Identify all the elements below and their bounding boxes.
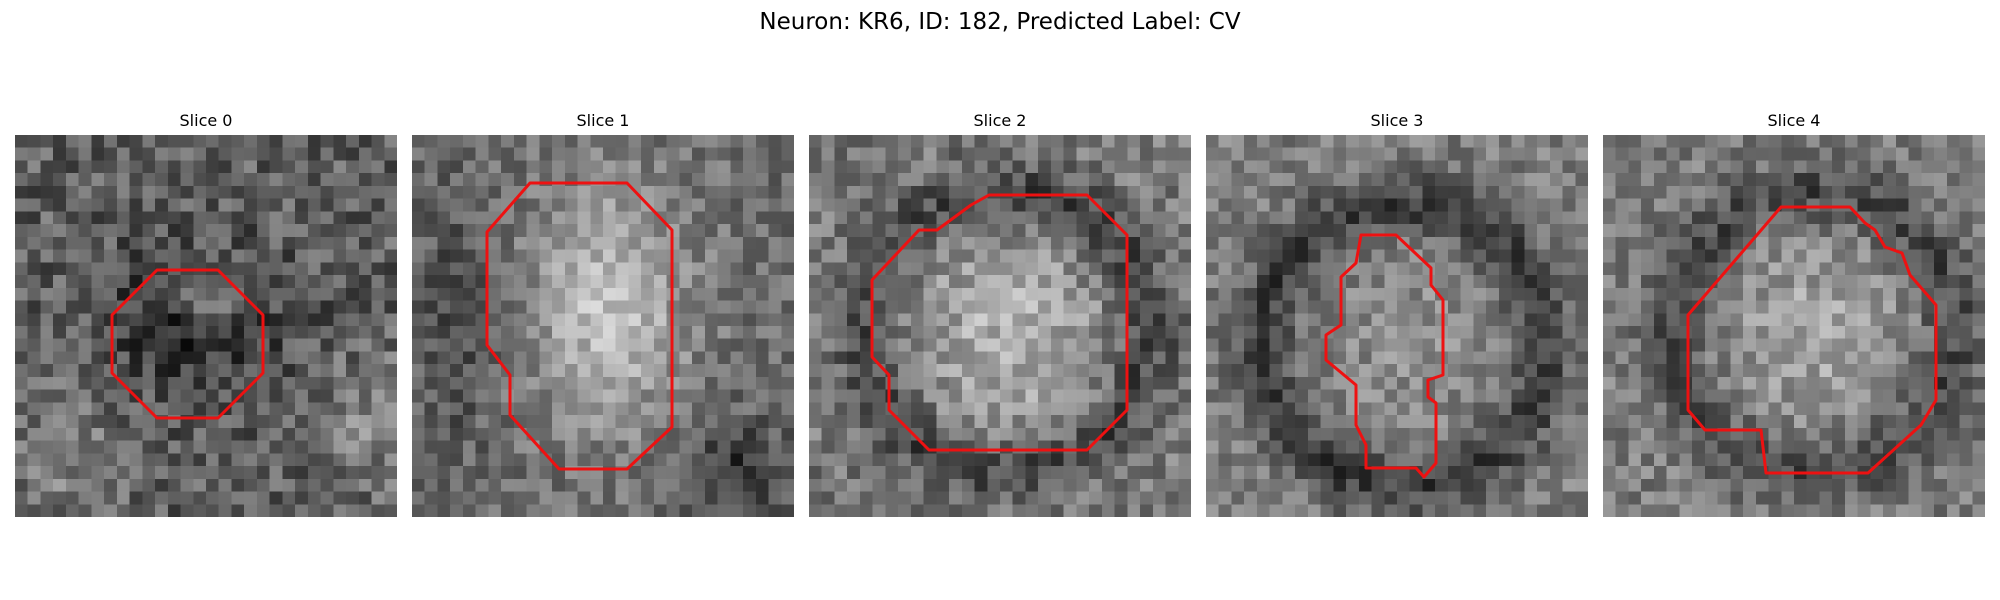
roi-outline-1 <box>485 181 674 471</box>
slice-panel-2: Slice 2 <box>809 0 1191 520</box>
slice-panel-3: Slice 3 <box>1206 0 1588 520</box>
roi-outline-4 <box>1686 205 1938 475</box>
slice-panel-1: Slice 1 <box>412 0 794 520</box>
roi-outline-3 <box>1324 233 1445 479</box>
slice-panel-4: Slice 4 <box>1603 0 1985 520</box>
slice-title-1: Slice 1 <box>576 111 630 130</box>
slice-image-0 <box>15 135 397 517</box>
slice-title-3: Slice 3 <box>1370 111 1424 130</box>
slice-title-4: Slice 4 <box>1767 111 1821 130</box>
roi-outline-0 <box>110 268 265 420</box>
slice-title-0: Slice 0 <box>179 111 233 130</box>
slice-panel-0: Slice 0 <box>15 0 397 520</box>
roi-outline-2 <box>870 193 1129 452</box>
slice-image-4 <box>1603 135 1985 517</box>
slice-image-1 <box>412 135 794 517</box>
slice-image-3 <box>1206 135 1588 517</box>
figure-title: Neuron: KR6, ID: 182, Predicted Label: C… <box>759 9 1241 35</box>
slice-title-2: Slice 2 <box>973 111 1027 130</box>
